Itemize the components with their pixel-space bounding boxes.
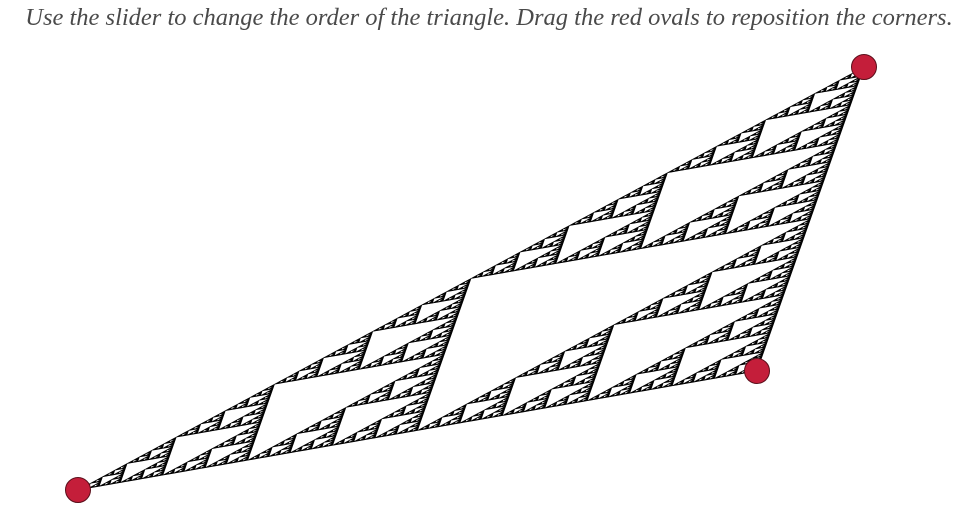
- instructions-text: Use the slider to change the order of th…: [25, 4, 953, 31]
- corner-handle-top-right[interactable]: [851, 54, 877, 80]
- corner-handle-right[interactable]: [744, 358, 770, 384]
- corner-handle-bottom-left[interactable]: [65, 477, 91, 503]
- triangle-shape: [77, 66, 865, 491]
